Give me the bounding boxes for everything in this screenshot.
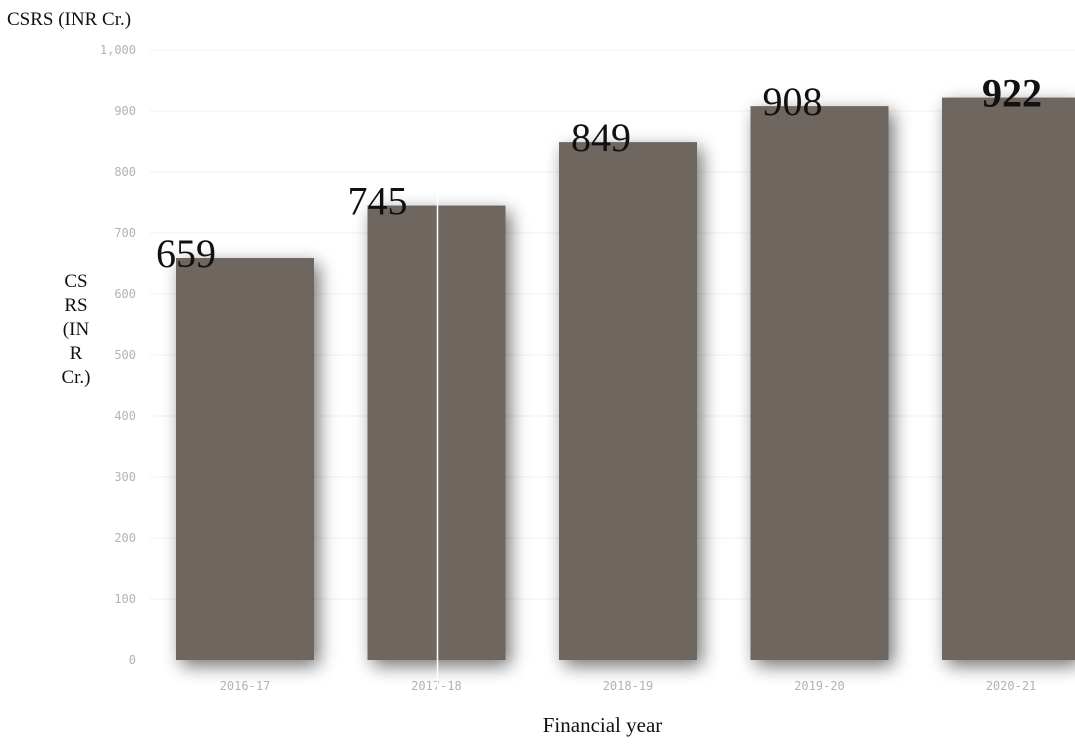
x-tick-label: 2017-18 bbox=[411, 679, 462, 693]
y-tick-label: 200 bbox=[114, 531, 136, 545]
y-axis-title-line: (IN bbox=[62, 319, 90, 340]
bar bbox=[559, 142, 697, 661]
data-labels: 659 745 849 908 922 bbox=[156, 71, 1042, 276]
y-axis-title-line: R bbox=[69, 343, 83, 364]
bar bbox=[750, 106, 889, 661]
x-tick-label: 2019-20 bbox=[794, 679, 845, 693]
y-tick-label: 700 bbox=[114, 226, 136, 240]
y-tick-label: 1,000 bbox=[100, 43, 136, 57]
data-label: 659 bbox=[156, 231, 216, 276]
x-tick-label: 2016-17 bbox=[220, 679, 271, 693]
data-label: 849 bbox=[571, 115, 631, 160]
data-label: 922 bbox=[982, 71, 1042, 116]
x-tick-label: 2018-19 bbox=[603, 679, 654, 693]
bar bbox=[367, 205, 506, 661]
bar bbox=[942, 97, 1075, 660]
y-tick-label: 600 bbox=[114, 287, 136, 301]
y-axis-title-line: RS bbox=[64, 295, 88, 316]
y-axis-title: CS RS (IN R Cr.) bbox=[56, 270, 96, 390]
y-tick-label: 0 bbox=[129, 653, 136, 667]
y-tick-label: 100 bbox=[114, 592, 136, 606]
y-axis-title-line: CS bbox=[64, 271, 88, 292]
data-label: 908 bbox=[763, 79, 823, 124]
bars bbox=[176, 97, 1075, 661]
y-axis-title-line: Cr.) bbox=[61, 367, 91, 388]
bar bbox=[176, 258, 314, 660]
x-tick-label: 2020-21 bbox=[986, 679, 1037, 693]
y-tick-label: 500 bbox=[114, 348, 136, 362]
y-tick-label: 400 bbox=[114, 409, 136, 423]
y-tick-label: 300 bbox=[114, 470, 136, 484]
data-label: 745 bbox=[348, 179, 408, 224]
y-axis-ticks: 0 100 200 300 400 500 600 700 800 900 1,000 bbox=[100, 43, 136, 667]
x-axis-ticks: 2016-17 2017-18 2018-19 2019-20 2020-21 bbox=[220, 679, 1037, 693]
y-tick-label: 900 bbox=[114, 104, 136, 118]
chart-title: CSRS (INR Cr.) bbox=[7, 9, 132, 30]
y-tick-label: 800 bbox=[114, 165, 136, 179]
x-axis-title: Financial year bbox=[542, 713, 663, 737]
